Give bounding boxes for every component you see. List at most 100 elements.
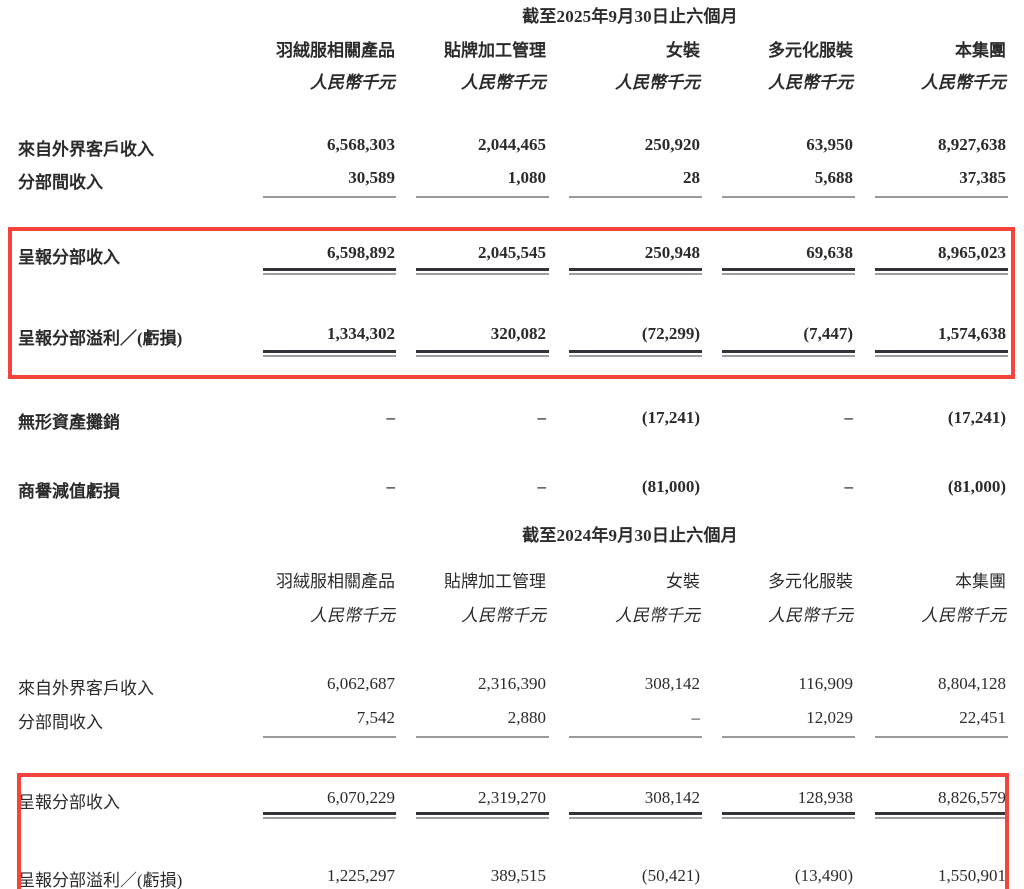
table-cell: 30,589	[348, 168, 395, 187]
subtotal-rule	[263, 736, 396, 738]
table-cell: (50,421)	[641, 866, 700, 885]
table-cell: 5,688	[814, 168, 853, 187]
table-cell: 7,542	[356, 708, 395, 727]
column-unit-group: 人民幣千元	[921, 73, 1006, 92]
table-cell: (13,490)	[794, 866, 853, 885]
table-cell: (17,241)	[947, 408, 1006, 427]
column-unit-group-2024: 人民幣千元	[921, 606, 1006, 625]
table-cell: 308,142	[644, 674, 700, 693]
table-cell: 250,948	[644, 243, 700, 262]
period-title-2025: 截至2025年9月30日止六個月	[522, 7, 738, 26]
total-double-rule	[875, 350, 1008, 358]
table-cell: 6,598,892	[327, 243, 395, 262]
table-cell: 37,385	[959, 168, 1006, 187]
table-cell: (81,000)	[641, 477, 700, 496]
column-unit-oem-2024: 人民幣千元	[461, 606, 546, 625]
table-cell: –	[386, 477, 396, 496]
period-title-2024: 截至2024年9月30日止六個月	[522, 526, 738, 545]
table-cell: 6,070,229	[327, 788, 395, 807]
table-cell: 28	[683, 168, 700, 187]
column-unit-diversified-2024: 人民幣千元	[768, 606, 853, 625]
table-cell: 1,225,297	[327, 866, 395, 885]
table-cell: 12,029	[806, 708, 853, 727]
table-cell: 2,044,465	[478, 135, 546, 154]
column-header-group: 本集團	[955, 41, 1006, 60]
table-cell: 1,574,638	[938, 324, 1006, 343]
subtotal-rule	[416, 196, 549, 198]
column-unit-down-apparel-2024: 人民幣千元	[310, 606, 395, 625]
total-double-rule	[263, 268, 396, 276]
table-cell: 8,965,023	[938, 243, 1006, 262]
row-label-external-revenue-2024: 來自外界客戶收入	[18, 679, 154, 698]
row-label-reportable-segment-revenue-2024: 呈報分部收入	[18, 793, 120, 812]
column-header-down-apparel-2024: 羽絨服相關產品	[276, 572, 395, 591]
column-unit-oem: 人民幣千元	[461, 73, 546, 92]
total-double-rule	[569, 812, 702, 820]
subtotal-rule	[722, 736, 855, 738]
column-header-group-2024: 本集團	[955, 572, 1006, 591]
table-cell: 8,927,638	[938, 135, 1006, 154]
total-double-rule	[416, 268, 549, 276]
subtotal-rule	[875, 196, 1008, 198]
row-label-external-revenue-2025: 來自外界客戶收入	[18, 140, 154, 159]
row-label-reportable-segment-profit-2024: 呈報分部溢利／(虧損)	[18, 871, 183, 889]
table-cell: 8,826,579	[938, 788, 1006, 807]
column-unit-diversified: 人民幣千元	[768, 73, 853, 92]
table-cell: 116,909	[798, 674, 853, 693]
table-cell: 63,950	[806, 135, 853, 154]
column-header-oem-2024: 貼牌加工管理	[444, 572, 546, 591]
subtotal-rule	[875, 736, 1008, 738]
table-cell: 6,568,303	[327, 135, 395, 154]
table-cell: 8,804,128	[938, 674, 1006, 693]
table-cell: (81,000)	[947, 477, 1006, 496]
row-label-amortisation-intangibles-2025: 無形資產攤銷	[18, 413, 120, 432]
row-label-reportable-segment-revenue-2025: 呈報分部收入	[18, 248, 120, 267]
table-cell: –	[537, 408, 547, 427]
table-cell: 1,550,901	[938, 866, 1006, 885]
column-header-oem: 貼牌加工管理	[444, 41, 546, 60]
table-cell: (72,299)	[641, 324, 700, 343]
subtotal-rule	[722, 196, 855, 198]
total-double-rule	[875, 268, 1008, 276]
table-cell: 22,451	[959, 708, 1006, 727]
total-double-rule	[569, 268, 702, 276]
column-unit-down-apparel: 人民幣千元	[310, 73, 395, 92]
table-cell: (17,241)	[641, 408, 700, 427]
row-label-intersegment-revenue-2025: 分部間收入	[18, 173, 103, 192]
table-cell: –	[691, 708, 701, 727]
table-cell: 1,080	[507, 168, 546, 187]
column-header-diversified: 多元化服裝	[768, 41, 853, 60]
table-cell: 389,515	[490, 866, 546, 885]
table-cell: (7,447)	[803, 324, 853, 343]
table-cell: –	[844, 408, 854, 427]
subtotal-rule	[569, 196, 702, 198]
total-double-rule	[416, 812, 549, 820]
subtotal-rule	[416, 736, 549, 738]
table-cell: –	[386, 408, 396, 427]
table-cell: –	[844, 477, 854, 496]
subtotal-rule	[569, 736, 702, 738]
total-double-rule	[569, 350, 702, 358]
column-header-ladieswear-2024: 女裝	[666, 572, 700, 591]
total-double-rule	[416, 350, 549, 358]
column-header-diversified-2024: 多元化服裝	[768, 572, 853, 591]
column-header-ladieswear: 女裝	[666, 41, 700, 60]
table-cell: –	[537, 477, 547, 496]
table-cell: 250,920	[644, 135, 700, 154]
table-cell: 2,880	[507, 708, 546, 727]
total-double-rule	[263, 350, 396, 358]
total-double-rule	[722, 268, 855, 276]
table-cell: 6,062,687	[327, 674, 395, 693]
total-double-rule	[722, 350, 855, 358]
row-label-intersegment-revenue-2024: 分部間收入	[18, 713, 103, 732]
total-double-rule	[722, 812, 855, 820]
table-cell: 320,082	[490, 324, 546, 343]
table-cell: 69,638	[806, 243, 853, 262]
table-cell: 2,319,270	[478, 788, 546, 807]
column-unit-ladieswear: 人民幣千元	[615, 73, 700, 92]
table-cell: 2,316,390	[478, 674, 546, 693]
subtotal-rule	[263, 196, 396, 198]
total-double-rule	[875, 812, 1008, 820]
table-cell: 1,334,302	[327, 324, 395, 343]
